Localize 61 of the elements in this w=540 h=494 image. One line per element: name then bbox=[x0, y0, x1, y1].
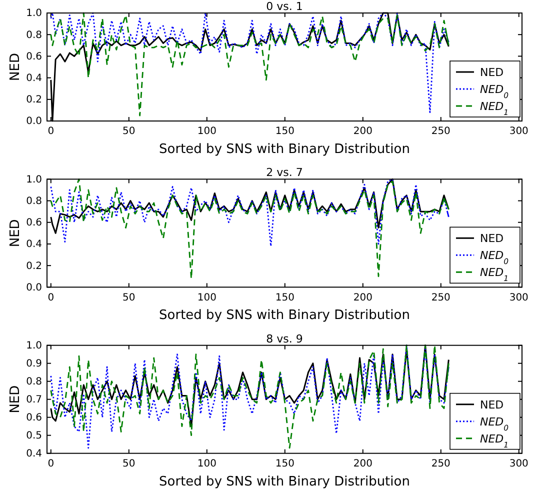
y-tick-label: 0.2 bbox=[26, 94, 42, 106]
y-tick-label: 0.8 bbox=[26, 30, 42, 41]
y-tick-label: 0.0 bbox=[26, 116, 42, 128]
x-tick-label: 300 bbox=[509, 292, 528, 304]
x-tick-label: 200 bbox=[353, 458, 372, 470]
x-tick-label: 0 bbox=[48, 458, 54, 470]
x-tick-label: 300 bbox=[509, 126, 528, 138]
chart-title: 2 vs. 7 bbox=[266, 166, 303, 180]
y-tick-label: 0.7 bbox=[26, 394, 42, 406]
y-axis-title: NED bbox=[8, 53, 23, 81]
x-tick-label: 100 bbox=[197, 126, 216, 138]
x-tick-label: 100 bbox=[197, 292, 216, 304]
legend-label: NED$_{0}$ bbox=[480, 83, 509, 100]
y-tick-label: 1.0 bbox=[26, 340, 42, 352]
legend-label: NED$_{1}$ bbox=[480, 432, 509, 449]
legend-label: NED$_{1}$ bbox=[480, 100, 509, 116]
x-tick-label: 250 bbox=[431, 126, 450, 138]
x-axis-title: Sorted by SNS with Binary Distribution bbox=[159, 308, 410, 324]
y-tick-label: 0.6 bbox=[26, 218, 42, 229]
x-axis-title: Sorted by SNS with Binary Distribution bbox=[159, 474, 410, 490]
y-axis-title: NED bbox=[8, 385, 23, 414]
y-tick-label: 0.8 bbox=[26, 196, 42, 207]
legend-label: NED bbox=[480, 66, 504, 79]
legend-label: NED bbox=[480, 232, 504, 246]
y-tick-label: 0.6 bbox=[26, 51, 42, 62]
x-tick-label: 50 bbox=[122, 126, 136, 138]
line-series bbox=[50, 344, 450, 449]
y-tick-label: 0.4 bbox=[26, 448, 42, 460]
x-tick-label: 200 bbox=[353, 126, 372, 138]
x-tick-label: 50 bbox=[122, 458, 136, 470]
chart-title: 8 vs. 9 bbox=[266, 332, 303, 346]
chart-title: 0 vs. 1 bbox=[266, 0, 303, 13]
y-tick-label: 0.9 bbox=[26, 358, 42, 370]
x-tick-label: 300 bbox=[509, 458, 528, 470]
x-tick-label: 250 bbox=[431, 292, 450, 304]
x-tick-label: 0 bbox=[48, 292, 54, 304]
y-tick-label: 0.0 bbox=[26, 282, 42, 294]
y-tick-label: 1.0 bbox=[26, 174, 42, 186]
legend-label: NED$_{0}$ bbox=[480, 415, 509, 432]
x-tick-label: 200 bbox=[353, 292, 372, 304]
x-tick-label: 150 bbox=[275, 126, 294, 138]
y-tick-label: 0.4 bbox=[26, 239, 42, 250]
x-tick-label: 150 bbox=[275, 458, 294, 470]
legend-label: NED$_{1}$ bbox=[480, 266, 509, 283]
y-axis-title: NED bbox=[8, 219, 23, 248]
y-tick-label: 0.5 bbox=[26, 430, 42, 442]
x-tick-label: 0 bbox=[48, 126, 54, 138]
x-tick-label: 250 bbox=[431, 458, 450, 470]
y-tick-label: 1.0 bbox=[26, 8, 42, 20]
legend-label: NED bbox=[480, 398, 504, 412]
y-tick-label: 0.6 bbox=[26, 412, 42, 424]
line-series bbox=[50, 178, 450, 280]
x-tick-label: 150 bbox=[275, 292, 294, 304]
y-tick-label: 0.4 bbox=[26, 73, 42, 84]
y-tick-label: 0.8 bbox=[26, 376, 42, 388]
y-tick-label: 0.2 bbox=[26, 260, 42, 272]
x-axis-title: Sorted by SNS with Binary Distribution bbox=[159, 142, 410, 157]
line-series bbox=[50, 178, 450, 247]
legend-label: NED$_{0}$ bbox=[480, 249, 509, 266]
x-tick-label: 50 bbox=[122, 292, 136, 304]
x-tick-label: 100 bbox=[197, 458, 216, 470]
